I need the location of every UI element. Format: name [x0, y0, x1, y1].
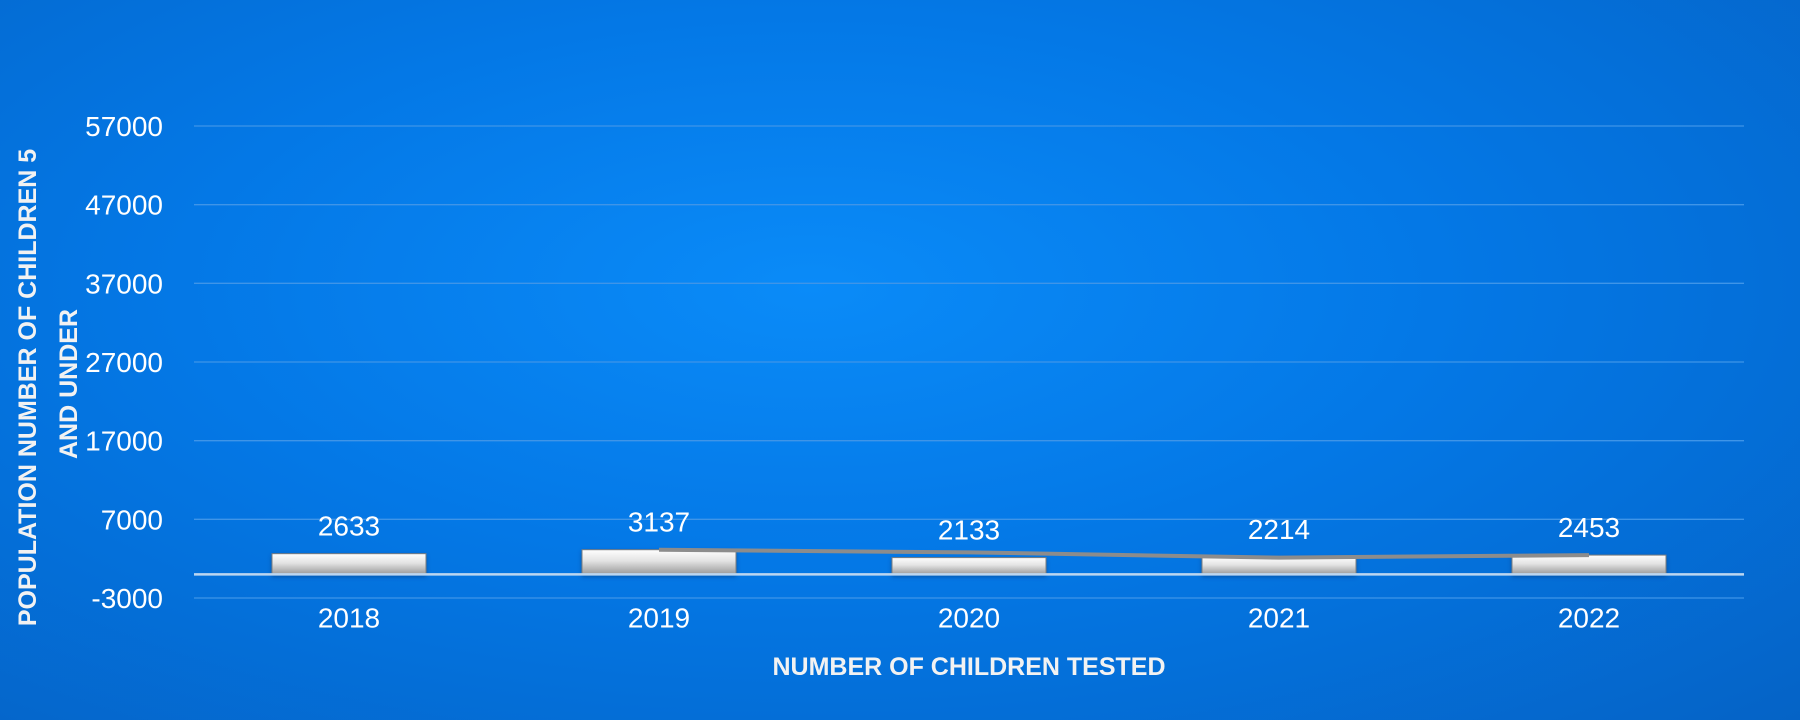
y-axis-title: POPULATION NUMBER OF CHILDREN 5 AND UNDE…: [14, 142, 83, 626]
y-axis-title-line-1: POPULATION NUMBER OF CHILDREN 5: [14, 149, 42, 626]
data-labels: 2633 3137 2133 2214 2453: [318, 507, 1620, 546]
data-label-2018: 2633: [318, 511, 380, 542]
bar-2019: [581, 549, 737, 575]
y-tick-label: 37000: [85, 268, 163, 299]
y-tick-label: 57000: [85, 111, 163, 142]
x-tick-label-2018: 2018: [318, 602, 380, 633]
bar-2022: [1511, 554, 1667, 575]
data-label-2019: 3137: [628, 507, 690, 538]
y-tick-label: 47000: [85, 190, 163, 221]
y-tick-label: 17000: [85, 426, 163, 457]
x-tick-label-2019: 2019: [628, 602, 690, 633]
x-axis-ticks: 2018 2019 2020 2021 2022: [318, 602, 1620, 633]
x-tick-label-2022: 2022: [1558, 602, 1620, 633]
y-axis-title-line-2: AND UNDER: [55, 309, 83, 459]
y-tick-label: 27000: [85, 347, 163, 378]
x-axis-title: NUMBER OF CHILDREN TESTED: [772, 653, 1165, 681]
trend-line-path: [658, 547, 1590, 560]
x-tick-label-2021: 2021: [1248, 602, 1310, 633]
data-label-2021: 2214: [1248, 514, 1310, 545]
data-label-2022: 2453: [1558, 512, 1620, 543]
bar-2020: [891, 557, 1047, 575]
y-axis-ticks: -3000 7000 17000 27000 37000 47000 57000: [85, 111, 163, 614]
bar-2018: [271, 553, 427, 575]
trend-line: [658, 547, 1590, 560]
data-label-2020: 2133: [938, 515, 1000, 546]
y-tick-label: -3000: [91, 583, 163, 614]
y-tick-label: 7000: [101, 504, 163, 535]
gridlines: [194, 125, 1744, 599]
x-tick-label-2020: 2020: [938, 602, 1000, 633]
